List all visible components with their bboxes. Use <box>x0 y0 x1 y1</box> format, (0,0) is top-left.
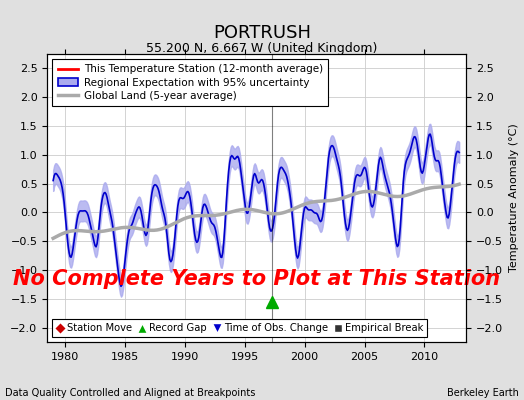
Legend: Station Move, Record Gap, Time of Obs. Change, Empirical Break: Station Move, Record Gap, Time of Obs. C… <box>52 319 428 337</box>
Text: Data Quality Controlled and Aligned at Breakpoints: Data Quality Controlled and Aligned at B… <box>5 388 256 398</box>
Text: No Complete Years to Plot at This Station: No Complete Years to Plot at This Statio… <box>13 269 500 289</box>
Text: PORTRUSH: PORTRUSH <box>213 24 311 42</box>
Text: 55.200 N, 6.667 W (United Kingdom): 55.200 N, 6.667 W (United Kingdom) <box>146 42 378 55</box>
Y-axis label: Temperature Anomaly (°C): Temperature Anomaly (°C) <box>509 124 519 272</box>
Text: Berkeley Earth: Berkeley Earth <box>447 388 519 398</box>
